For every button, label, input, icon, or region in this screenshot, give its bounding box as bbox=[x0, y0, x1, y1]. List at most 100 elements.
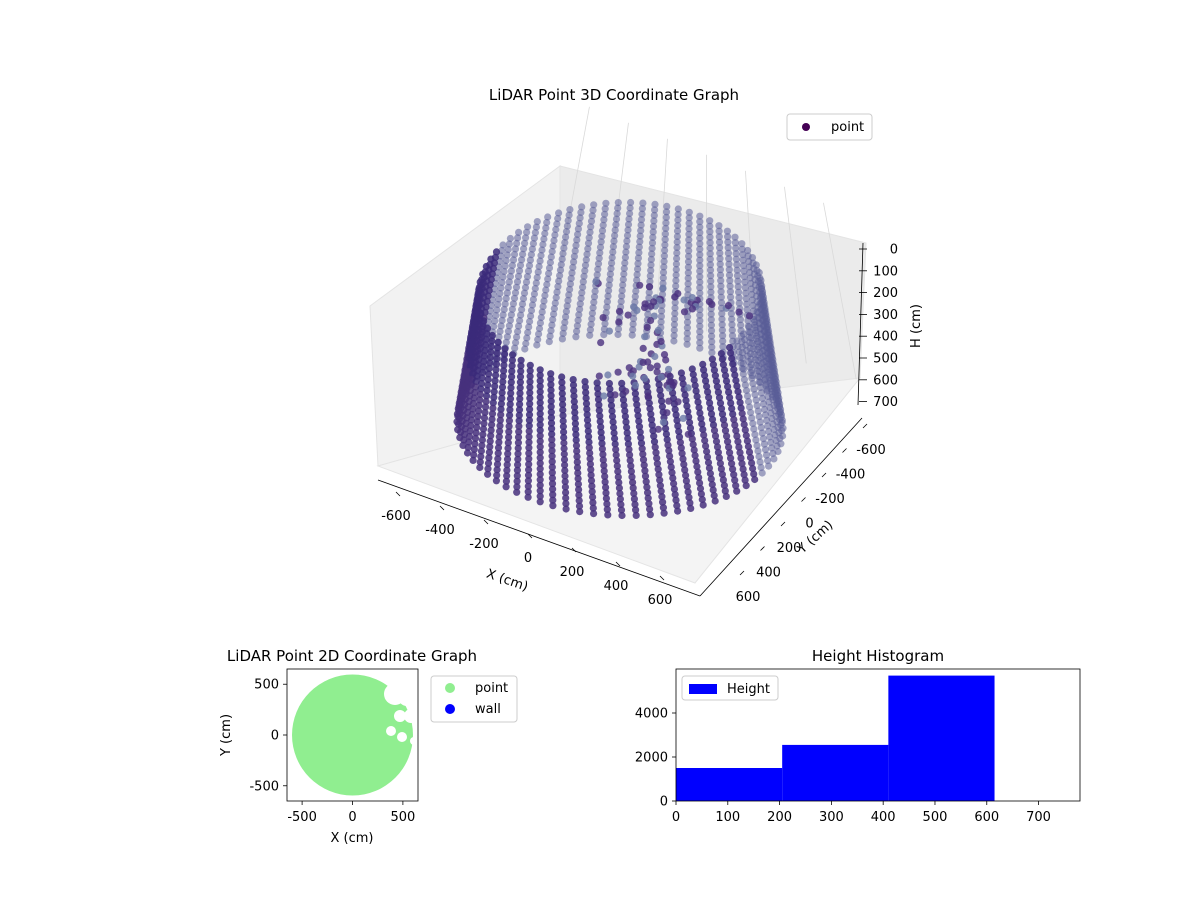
wall-point bbox=[750, 425, 758, 433]
y-tick-mark bbox=[739, 570, 745, 576]
x-axis-label: X (cm) bbox=[484, 567, 530, 595]
wall-point bbox=[718, 315, 726, 323]
wall-point bbox=[497, 284, 505, 292]
wall-point bbox=[696, 484, 705, 493]
x-tick-label-histogram: 200 bbox=[767, 810, 792, 825]
wall-point bbox=[659, 274, 667, 282]
wall-point bbox=[580, 272, 588, 280]
wall-point bbox=[696, 317, 704, 325]
wall-point bbox=[696, 344, 704, 352]
wall-point bbox=[560, 433, 568, 442]
wall-point bbox=[732, 482, 740, 490]
interior-point bbox=[605, 327, 614, 335]
wall-point bbox=[656, 476, 664, 484]
wall-point bbox=[505, 417, 513, 425]
interior-point bbox=[663, 409, 671, 417]
wall-point bbox=[770, 455, 778, 463]
interior-point bbox=[639, 358, 647, 366]
wall-point bbox=[525, 416, 534, 424]
wall-point bbox=[719, 343, 727, 351]
wall-point bbox=[523, 273, 532, 281]
wall-point bbox=[683, 324, 692, 332]
x-tick-label-histogram: 700 bbox=[1026, 810, 1051, 825]
wall-point bbox=[703, 447, 711, 456]
wall-point bbox=[716, 244, 724, 252]
wall-point bbox=[740, 273, 749, 281]
wall-point bbox=[619, 281, 627, 289]
wall-point bbox=[666, 458, 675, 466]
wall-point bbox=[577, 208, 585, 216]
chart-histogram: Height Histogram 0 100 200 300 400 500 600 700 … bbox=[635, 647, 1081, 825]
wall-point bbox=[545, 264, 554, 272]
wall-point bbox=[508, 351, 517, 359]
interior-point bbox=[636, 281, 644, 289]
wall-point bbox=[537, 313, 545, 322]
wall-point bbox=[521, 239, 529, 247]
wall-point bbox=[691, 381, 699, 390]
wall-point bbox=[506, 316, 514, 324]
interior-point bbox=[622, 387, 630, 395]
wall-point bbox=[503, 455, 512, 463]
wall-point bbox=[719, 337, 727, 345]
wall-point bbox=[575, 311, 583, 319]
wall-point bbox=[622, 248, 630, 256]
wall-point bbox=[574, 316, 582, 324]
wall-point bbox=[673, 416, 681, 424]
wall-point bbox=[562, 228, 571, 236]
wall-point bbox=[583, 250, 591, 258]
wall-point bbox=[505, 428, 513, 436]
wall-point bbox=[621, 412, 630, 420]
x-tick-label: 200 bbox=[560, 565, 585, 580]
wall-point bbox=[484, 465, 492, 473]
wall-point bbox=[646, 511, 654, 519]
wall-point bbox=[665, 447, 673, 455]
wall-point bbox=[551, 231, 559, 239]
wall-point bbox=[504, 327, 512, 335]
wall-point bbox=[728, 354, 736, 363]
wall-point bbox=[559, 250, 567, 258]
wall-point bbox=[572, 431, 580, 439]
wall-point bbox=[597, 238, 605, 246]
wall-point bbox=[626, 456, 634, 464]
wall-point bbox=[720, 366, 729, 374]
wall-point bbox=[669, 474, 677, 482]
wall-point bbox=[741, 278, 749, 286]
wall-point bbox=[681, 466, 689, 474]
wall-point bbox=[542, 286, 550, 294]
wall-point bbox=[761, 446, 770, 454]
wall-point bbox=[570, 392, 578, 400]
wall-point bbox=[606, 385, 614, 393]
wall-point bbox=[614, 467, 622, 476]
wall-point bbox=[595, 401, 603, 409]
wall-point bbox=[515, 422, 523, 430]
wall-point bbox=[512, 283, 521, 291]
wall-point bbox=[516, 384, 524, 392]
wall-point bbox=[680, 460, 688, 468]
wall-point bbox=[738, 338, 746, 346]
wall-point bbox=[673, 254, 681, 263]
wall-point bbox=[733, 261, 741, 269]
wall-point bbox=[491, 382, 499, 390]
wall-point bbox=[779, 424, 787, 432]
wall-point bbox=[755, 362, 763, 370]
wall-point bbox=[536, 465, 544, 473]
grid-line bbox=[823, 202, 857, 380]
wall-point bbox=[649, 222, 658, 230]
wall-point bbox=[651, 206, 659, 214]
wall-point bbox=[622, 242, 631, 251]
x-tick-label-2d: 0 bbox=[348, 810, 356, 825]
wall-point bbox=[588, 212, 596, 220]
wall-point bbox=[550, 236, 558, 245]
wall-point bbox=[547, 408, 555, 416]
wall-point bbox=[498, 383, 507, 391]
wall-point bbox=[733, 272, 742, 280]
wall-point bbox=[650, 211, 658, 219]
wall-point bbox=[570, 398, 578, 406]
wall-point bbox=[536, 393, 544, 401]
wall-point bbox=[505, 278, 513, 286]
wall-point bbox=[480, 352, 489, 360]
wall-point bbox=[624, 220, 633, 229]
wall-point bbox=[513, 477, 521, 485]
wall-point bbox=[717, 288, 725, 296]
wall-point bbox=[600, 461, 608, 469]
